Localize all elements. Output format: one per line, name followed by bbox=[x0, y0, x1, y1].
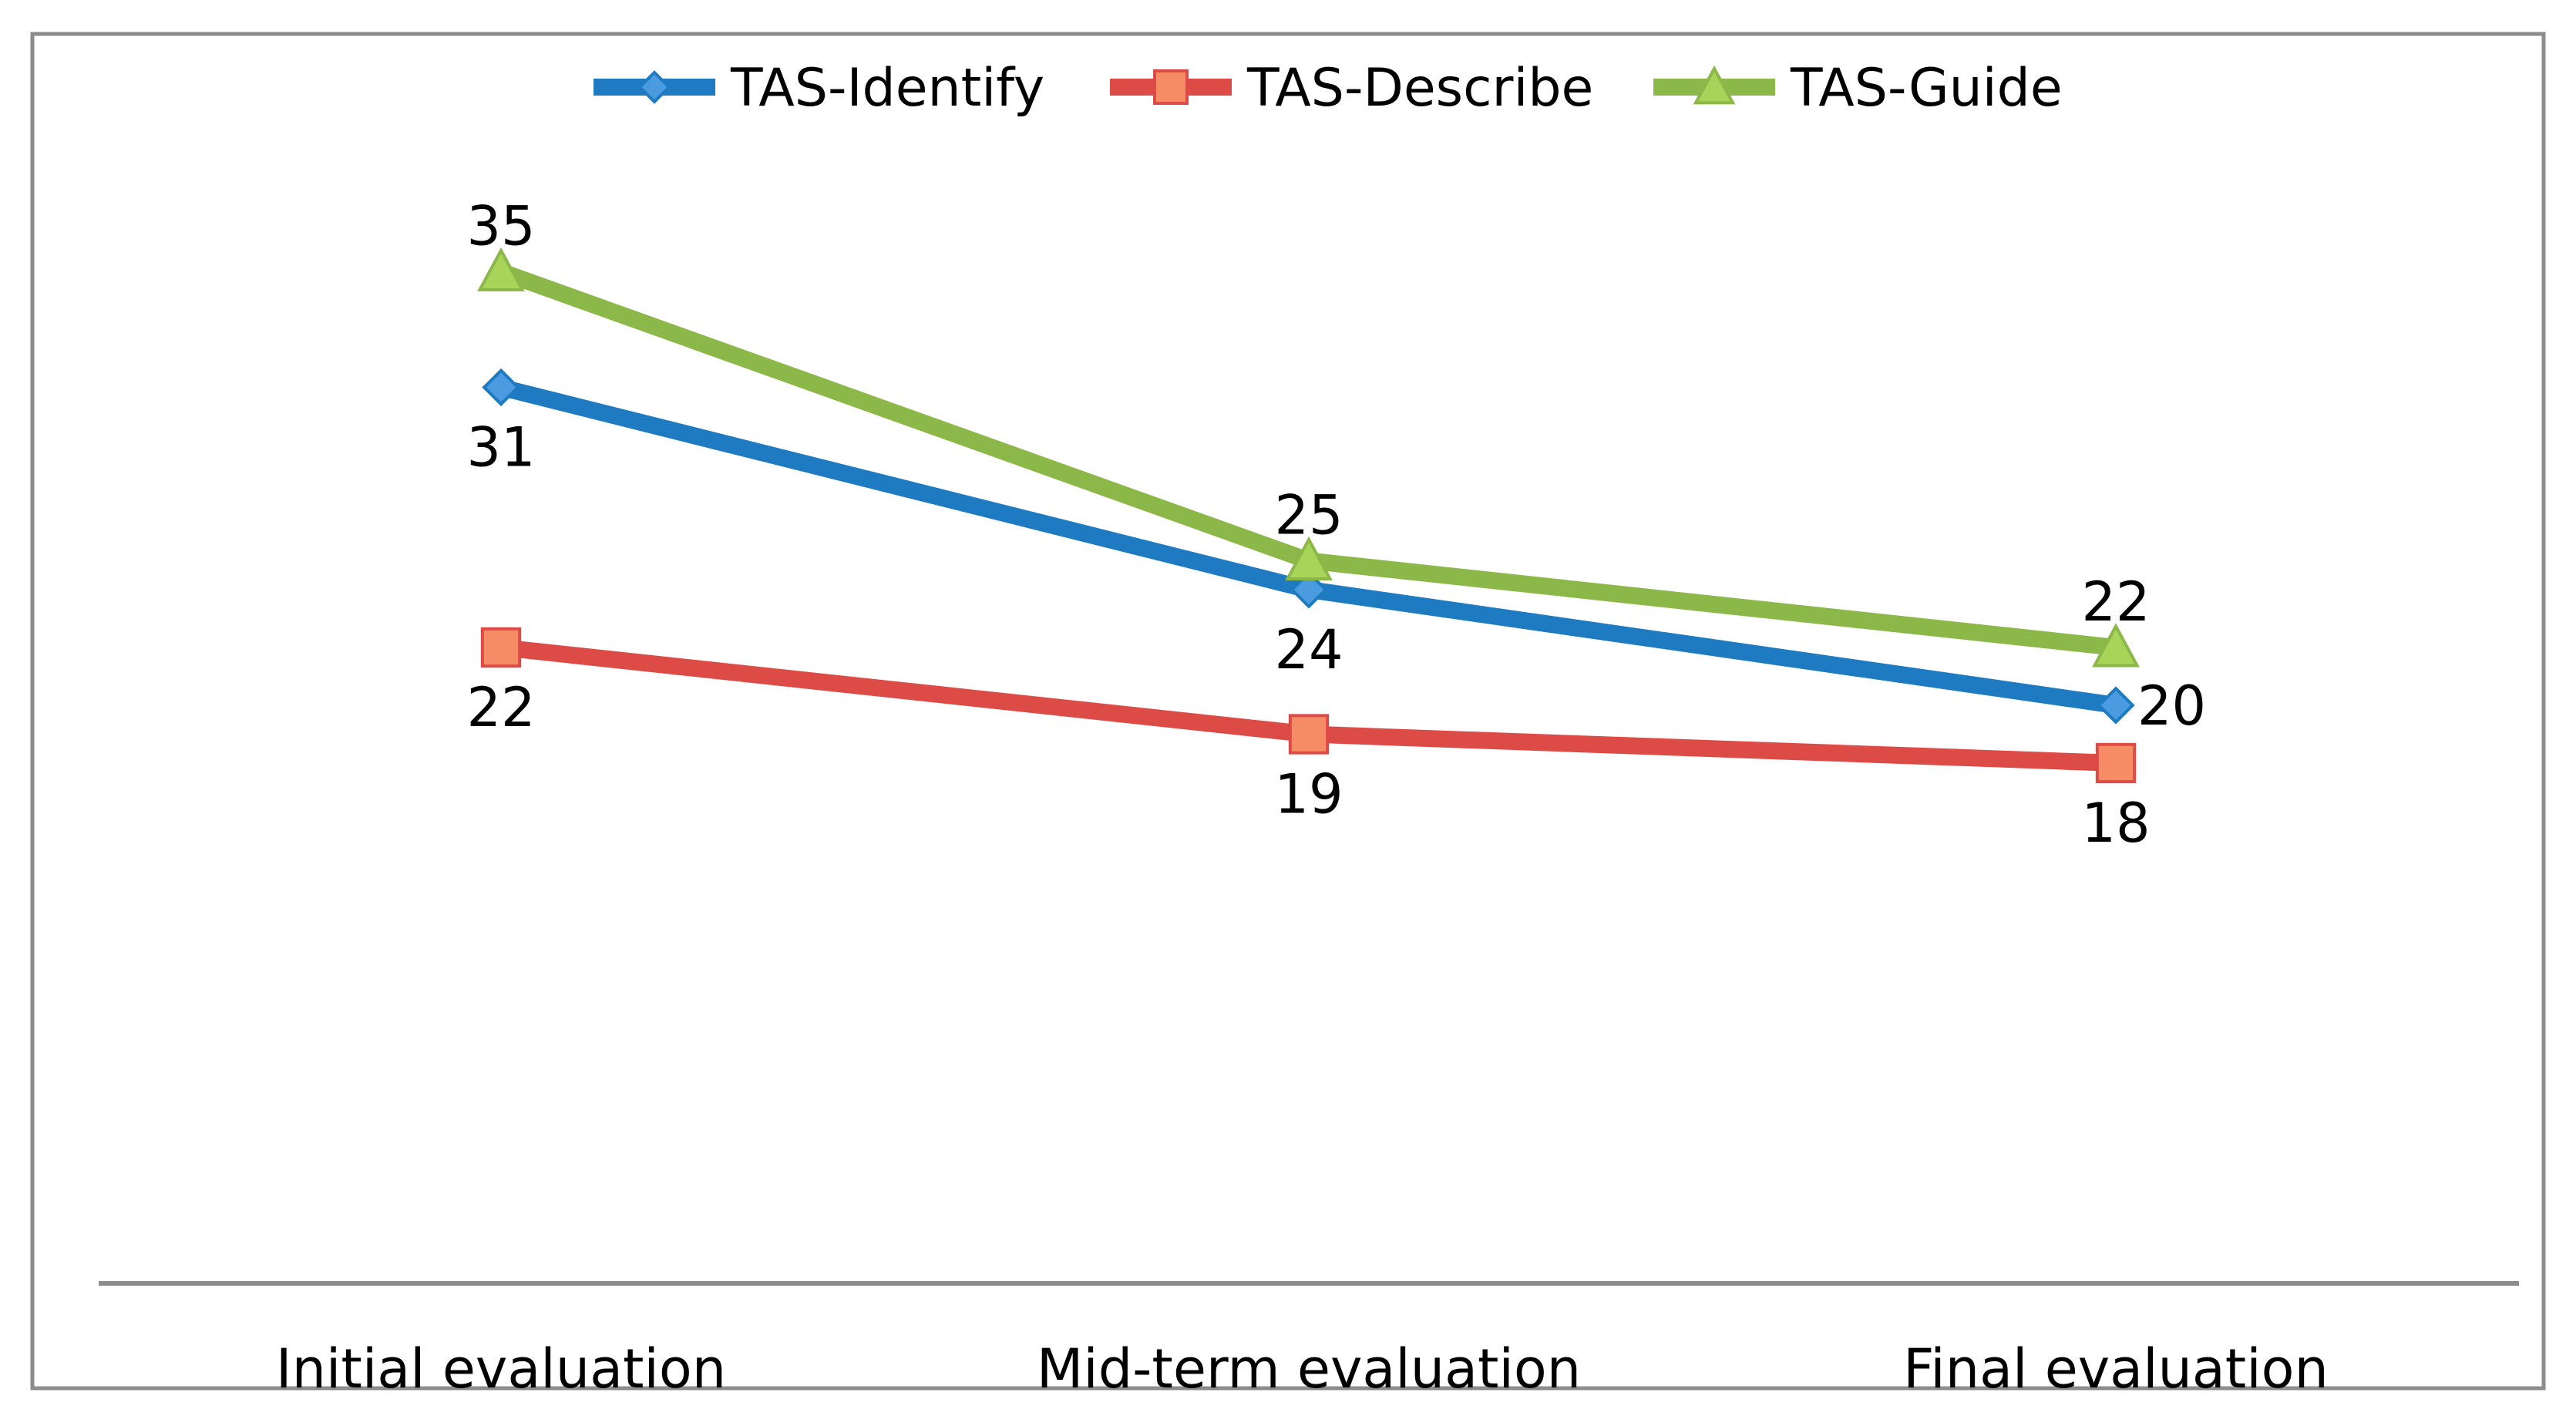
data-point-tas-describe-mid-term-evaluation bbox=[1288, 714, 1330, 755]
data-label-tas-identify-mid-term-evaluation: 24 bbox=[1274, 618, 1343, 681]
data-label-tas-guide-mid-term-evaluation: 25 bbox=[1274, 484, 1343, 547]
legend-label-tas-describe: TAS-Describe bbox=[1246, 58, 1593, 119]
legend-marker-tas-identify bbox=[637, 70, 671, 104]
data-point-tas-identify-final-evaluation bbox=[2097, 686, 2135, 725]
legend-marker-tas-guide bbox=[1693, 65, 1736, 105]
data-label-tas-describe-initial-evaluation: 22 bbox=[466, 676, 535, 739]
x-tick-label-mid-term-evaluation: Mid-term evaluation bbox=[1037, 1337, 1581, 1401]
legend-marker-tas-describe bbox=[1153, 69, 1189, 105]
data-point-tas-guide-mid-term-evaluation bbox=[1285, 536, 1333, 580]
data-point-tas-guide-final-evaluation bbox=[2092, 623, 2140, 668]
legend-label-tas-identify: TAS-Identify bbox=[730, 58, 1044, 119]
legend-item-tas-describe: TAS-Describe bbox=[1110, 58, 1593, 119]
data-label-tas-guide-final-evaluation: 22 bbox=[2081, 570, 2150, 634]
data-label-tas-guide-initial-evaluation: 35 bbox=[466, 195, 535, 258]
x-tick-label-final-evaluation: Final evaluation bbox=[1903, 1337, 2329, 1401]
data-point-tas-guide-initial-evaluation bbox=[477, 247, 525, 291]
legend-label-tas-guide: TAS-Guide bbox=[1790, 58, 2063, 119]
data-point-tas-describe-final-evaluation bbox=[2095, 742, 2137, 784]
x-tick-label-initial-evaluation: Initial evaluation bbox=[276, 1337, 726, 1401]
data-labels: 31 24 20 22 19 18 35 25 22 bbox=[466, 195, 2206, 856]
data-point-tas-identify-initial-evaluation bbox=[482, 368, 520, 407]
data-point-tas-identify-mid-term-evaluation bbox=[1290, 570, 1328, 609]
legend-item-tas-identify: TAS-Identify bbox=[594, 58, 1044, 119]
data-label-tas-identify-final-evaluation: 20 bbox=[2137, 674, 2206, 738]
data-point-tas-describe-initial-evaluation bbox=[480, 627, 522, 668]
data-label-tas-describe-mid-term-evaluation: 19 bbox=[1274, 763, 1343, 826]
data-label-tas-describe-final-evaluation: 18 bbox=[2081, 792, 2150, 855]
legend-item-tas-guide: TAS-Guide bbox=[1653, 58, 2063, 119]
legend: TAS-Identify TAS-Describe TAS-Guide bbox=[594, 58, 2063, 119]
data-label-tas-identify-initial-evaluation: 31 bbox=[466, 416, 535, 479]
x-axis-ticks: Initial evaluation Mid-term evaluation Fin… bbox=[276, 1337, 2329, 1401]
series-markers bbox=[477, 247, 2140, 784]
